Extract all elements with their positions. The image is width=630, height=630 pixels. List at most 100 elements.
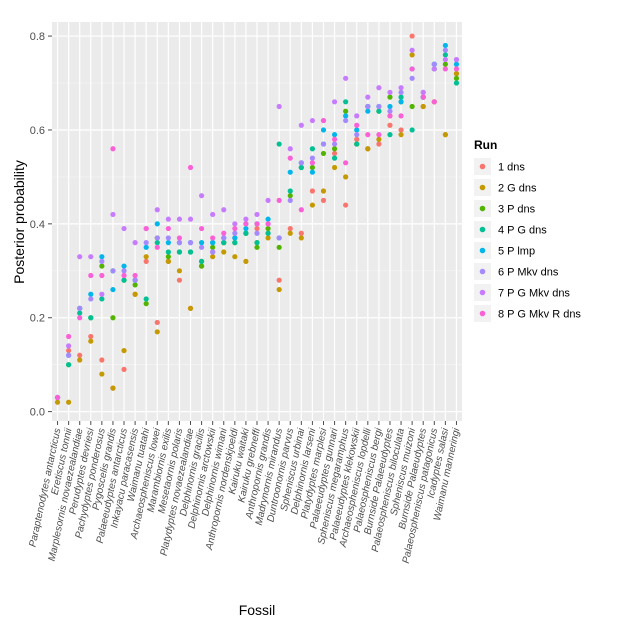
data-point (398, 99, 404, 105)
data-point (442, 56, 448, 63)
data-point (198, 258, 205, 264)
data-point (210, 235, 216, 241)
data-point (276, 286, 282, 293)
data-point (265, 230, 271, 236)
data-point (66, 343, 72, 349)
data-point (343, 174, 349, 180)
data-point (387, 122, 393, 128)
data-point (298, 230, 304, 236)
data-point (110, 286, 116, 293)
data-point (232, 240, 238, 246)
data-point (409, 52, 415, 58)
data-point (343, 113, 349, 119)
data-point (232, 230, 238, 236)
data-point (276, 277, 282, 283)
data-point (165, 225, 171, 232)
data-point (398, 132, 404, 138)
data-point (254, 240, 260, 246)
data-point (320, 127, 327, 133)
data-point (210, 254, 216, 260)
data-point (365, 132, 371, 138)
data-point (265, 197, 271, 203)
data-point (176, 235, 183, 241)
data-point (354, 122, 360, 128)
data-point (132, 282, 138, 288)
data-point (88, 296, 94, 302)
data-point (354, 113, 360, 119)
data-point (331, 164, 338, 171)
data-point (387, 103, 393, 110)
data-point (132, 277, 138, 283)
data-point (154, 221, 160, 227)
data-point (221, 240, 227, 246)
data-point (276, 244, 282, 250)
data-point (431, 99, 437, 105)
y-axis-ticks: 0.0 0.2 0.4 0.6 0.8 (30, 31, 52, 419)
data-point (198, 263, 205, 269)
data-point (154, 240, 160, 246)
data-point (331, 132, 338, 138)
data-point (298, 207, 304, 213)
data-point (154, 207, 160, 213)
data-point (66, 399, 72, 405)
data-point (398, 127, 404, 133)
x-axis-title: Fossil (239, 602, 276, 618)
data-point (143, 225, 149, 232)
data-point (165, 249, 171, 255)
data-point (66, 352, 72, 358)
data-point (453, 61, 460, 67)
data-point (387, 108, 393, 114)
data-point (121, 277, 127, 283)
data-point (331, 146, 338, 152)
data-point (420, 103, 426, 110)
data-point (343, 160, 349, 166)
data-point (176, 216, 183, 222)
legend-label: 5 P lmp (498, 246, 535, 258)
data-point (287, 169, 293, 175)
data-point (287, 155, 293, 161)
data-point (243, 225, 249, 232)
data-point (243, 216, 249, 222)
data-point (132, 240, 138, 246)
data-point (143, 301, 149, 307)
data-point (121, 272, 127, 279)
y-tick-label: 0.6 (30, 125, 45, 137)
data-point (320, 150, 327, 157)
data-point (376, 132, 382, 138)
legend-title: Run (474, 138, 497, 152)
data-point (77, 310, 83, 316)
data-point (309, 146, 316, 152)
data-point (154, 244, 160, 250)
data-point (121, 268, 127, 274)
data-point (376, 141, 382, 147)
data-point (276, 235, 282, 241)
data-point (331, 136, 338, 142)
data-point (254, 225, 260, 232)
data-point (165, 216, 171, 222)
data-point (298, 164, 304, 171)
data-point (442, 132, 448, 138)
legend-marker (479, 226, 486, 233)
data-point (431, 66, 437, 72)
data-point (409, 66, 415, 72)
data-point (276, 141, 282, 147)
data-point (110, 315, 116, 321)
data-point (331, 99, 338, 105)
data-point (77, 315, 83, 321)
data-point (88, 315, 94, 321)
data-point (143, 258, 149, 264)
data-point (398, 85, 404, 91)
data-point (221, 249, 227, 255)
data-point (66, 333, 72, 340)
data-point (398, 113, 404, 119)
data-point (343, 75, 349, 81)
data-point (398, 89, 404, 96)
y-tick-label: 0.4 (30, 219, 45, 231)
data-point (409, 47, 415, 53)
data-point (442, 52, 448, 58)
data-point (309, 160, 316, 166)
data-point (431, 61, 437, 67)
data-point (143, 240, 149, 246)
data-point (287, 197, 293, 203)
